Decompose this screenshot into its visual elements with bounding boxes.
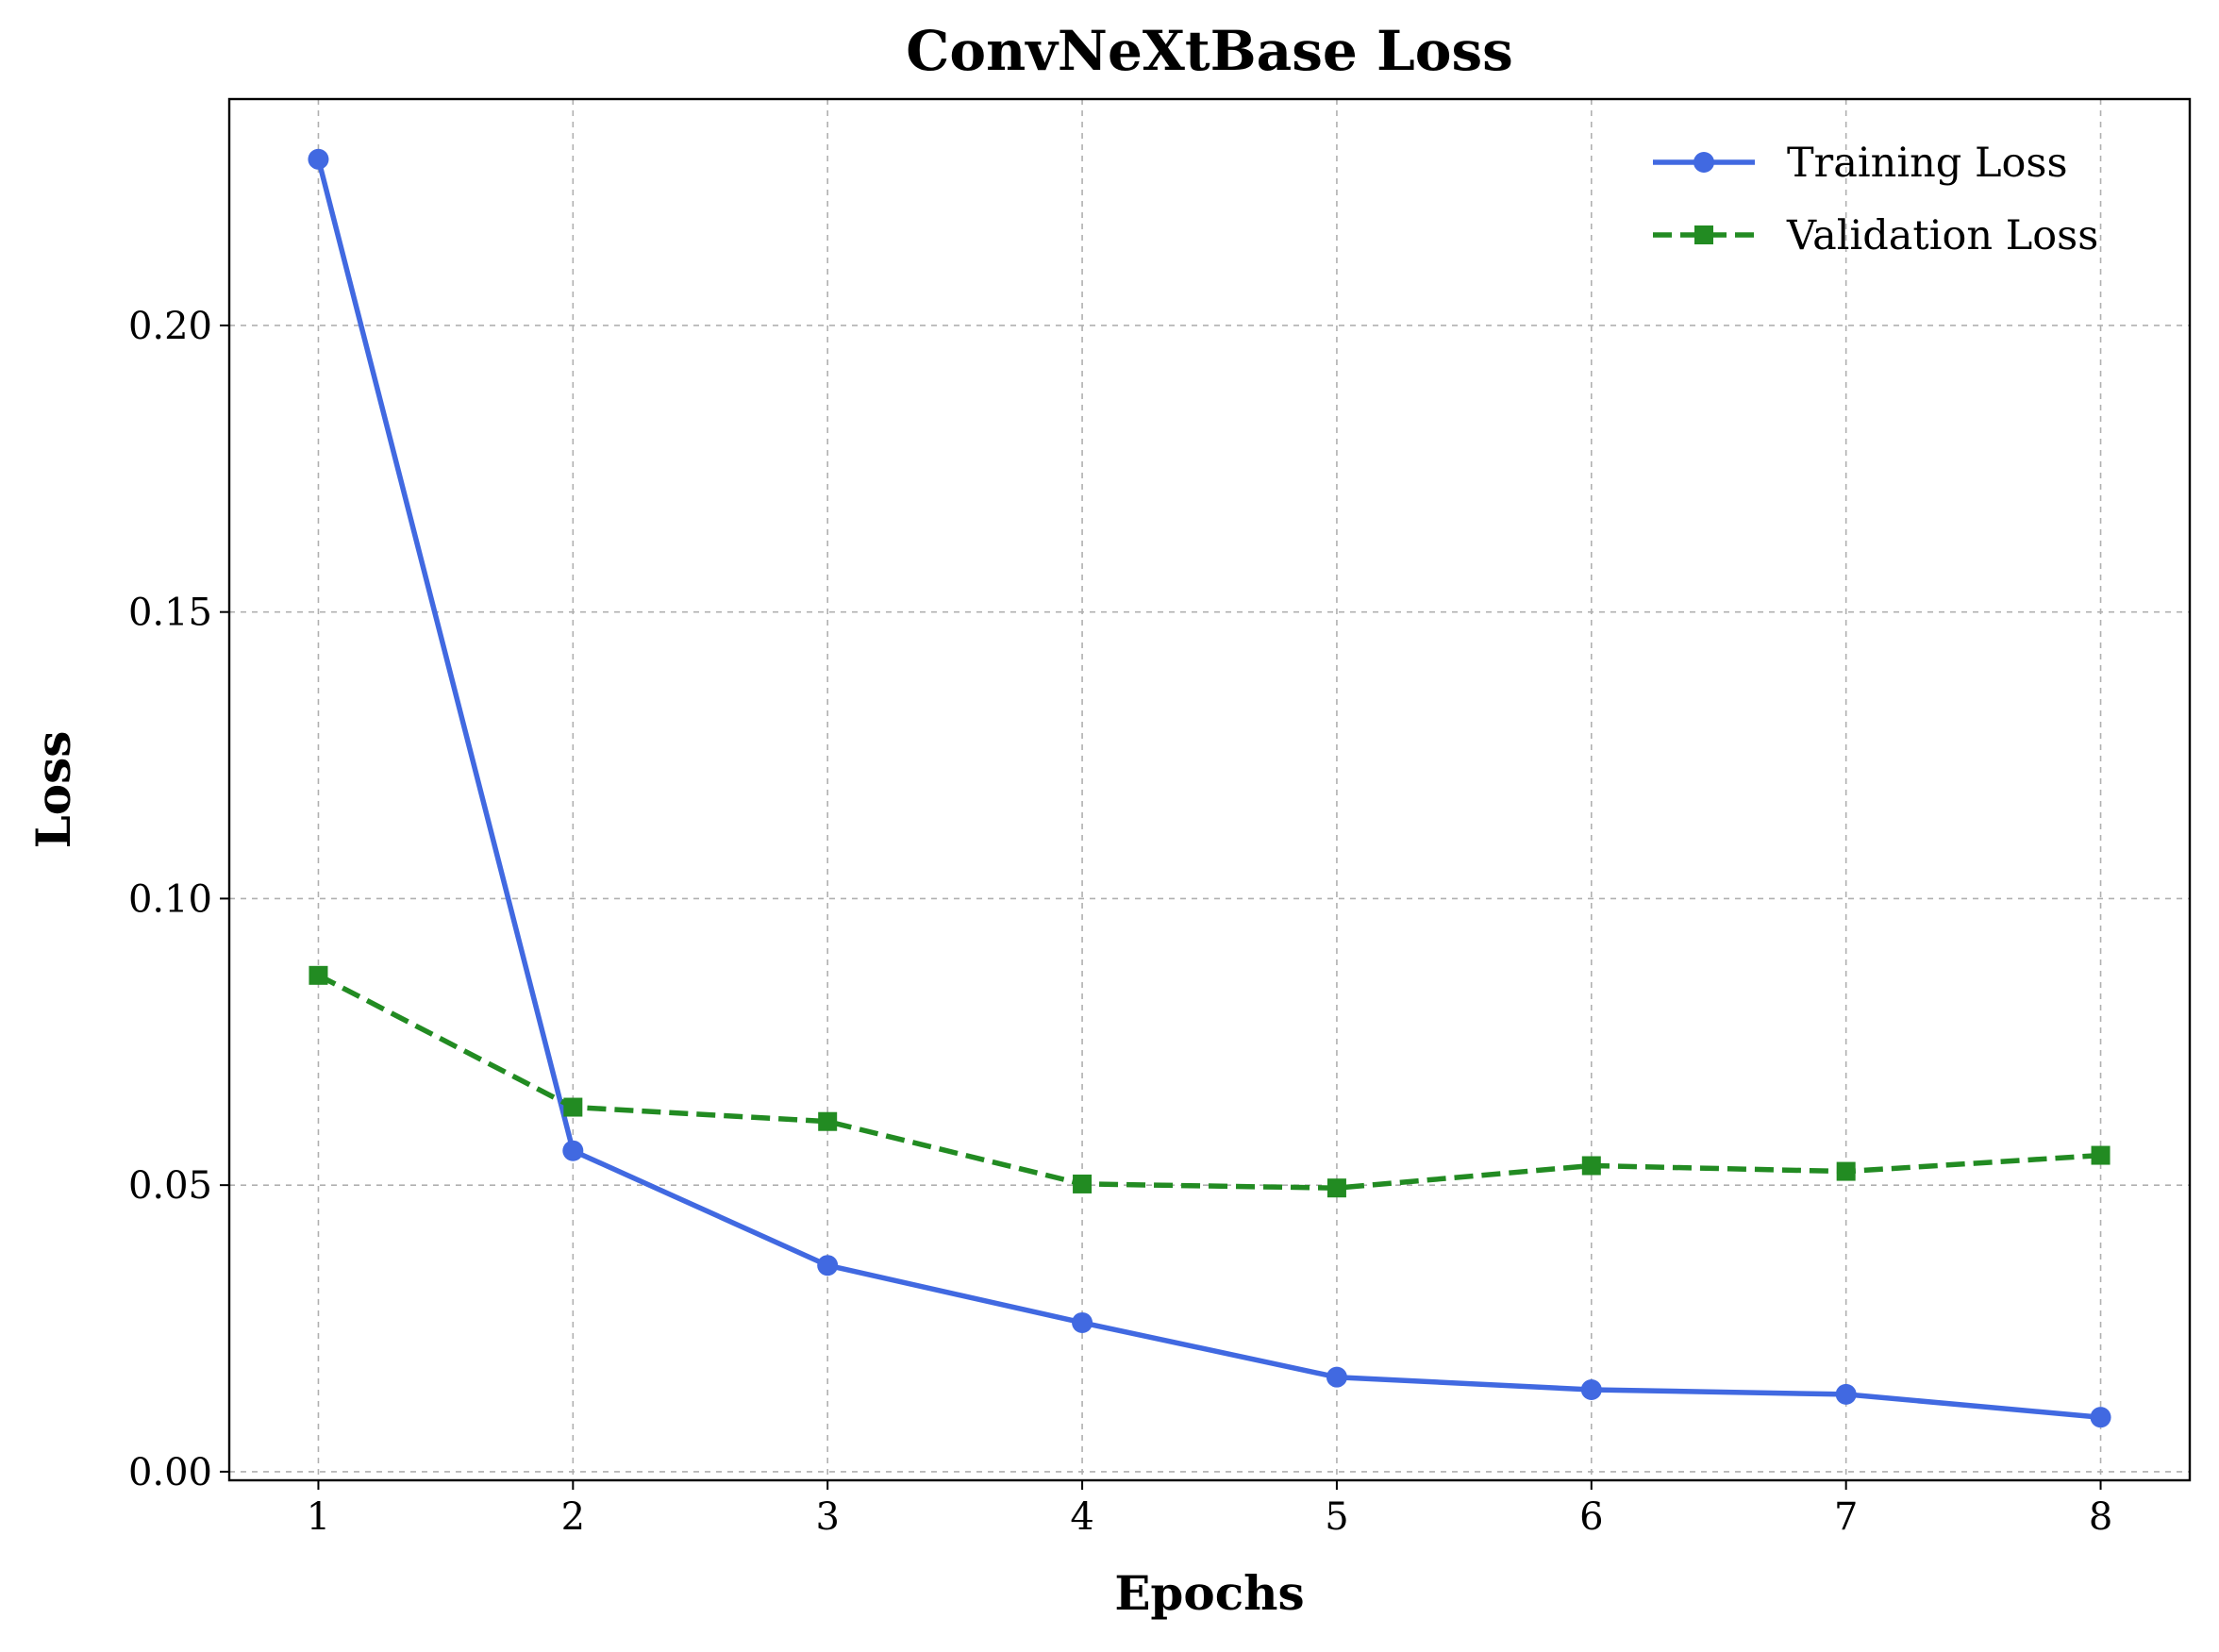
- validation-loss-line: [317, 973, 2101, 1191]
- x-tick-label: 8: [2089, 1495, 2112, 1539]
- training-loss-point: [1580, 1379, 1602, 1401]
- x-tick-label: 4: [1070, 1495, 1093, 1539]
- validation-loss-point: [563, 1097, 583, 1117]
- legend-training-loss-marker: [1693, 152, 1714, 173]
- legend-validation-loss-label: Validation Loss: [1786, 212, 2098, 259]
- training-loss-point: [308, 148, 329, 170]
- legend: Training Loss Validation Loss: [1653, 140, 2098, 259]
- validation-loss-point: [2091, 1145, 2111, 1165]
- x-tick-label: 1: [307, 1495, 330, 1539]
- chart-title: ConvNeXtBase Loss: [906, 19, 1513, 83]
- x-tick-label: 3: [815, 1495, 839, 1539]
- plot-frame: [227, 97, 2192, 1482]
- y-tick-label: 0.20: [128, 305, 212, 348]
- legend-validation-loss-marker: [1694, 225, 1713, 244]
- y-tick-label: 0.05: [128, 1164, 212, 1208]
- x-tick-label: 5: [1325, 1495, 1348, 1539]
- validation-loss-point: [1581, 1156, 1601, 1176]
- x-tick-label: 7: [1834, 1495, 1858, 1539]
- validation-loss-point: [1073, 1174, 1093, 1193]
- training-loss-point: [1072, 1311, 1093, 1333]
- validation-loss-point: [1836, 1161, 1856, 1181]
- x-tick-label: 2: [561, 1495, 585, 1539]
- training-loss-line: [315, 159, 2101, 1420]
- training-loss-point: [562, 1140, 584, 1161]
- axis-ticks: 1 2 3 4 5 6 7 8 0.00 0.05 0.10 0.15 0.20: [128, 305, 2112, 1539]
- y-tick-label: 0.15: [128, 592, 212, 635]
- grid: [229, 99, 2190, 1480]
- training-loss-point: [817, 1255, 839, 1277]
- y-tick-label: 0.00: [128, 1451, 212, 1494]
- y-axis-label: Loss: [25, 731, 81, 849]
- training-loss-point: [2090, 1407, 2111, 1428]
- series-group: [308, 148, 2111, 1428]
- x-axis-label: Epochs: [1114, 1565, 1304, 1621]
- training-loss-point: [1326, 1366, 1347, 1388]
- validation-loss-point: [818, 1111, 838, 1131]
- x-tick-label: 6: [1579, 1495, 1603, 1539]
- y-tick-label: 0.10: [128, 877, 212, 921]
- legend-training-loss-label: Training Loss: [1787, 140, 2068, 187]
- validation-loss-point: [309, 965, 328, 985]
- validation-loss-point: [1326, 1178, 1346, 1198]
- training-loss-point: [1835, 1383, 1857, 1405]
